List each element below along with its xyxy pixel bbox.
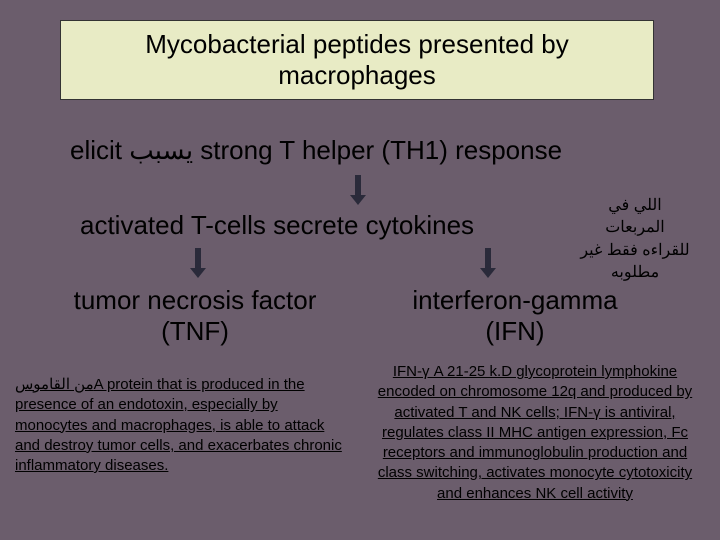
elicit-pre: elicit bbox=[70, 135, 129, 165]
arabic-side-note: اللي في المربعات للقراءه فقط غير مطلوبه bbox=[580, 195, 690, 285]
tnf-name2: (TNF) bbox=[35, 316, 355, 347]
arrow-down-icon bbox=[190, 248, 206, 283]
title-text: Mycobacterial peptides presented by macr… bbox=[145, 29, 568, 90]
ifn-name1: interferon-gamma bbox=[355, 285, 675, 316]
activated-line: activated T-cells secrete cytokines bbox=[80, 210, 550, 241]
ifn-name2: (IFN) bbox=[355, 316, 675, 347]
ifn-description: IFN-γ A 21-25 k.D glycoprotein lymphokin… bbox=[370, 362, 700, 504]
tnf-description: من القاموسA protein that is produced in … bbox=[15, 375, 345, 476]
ifn-heading: interferon-gamma (IFN) bbox=[355, 285, 675, 347]
elicit-post: strong T helper (TH1) response bbox=[193, 135, 562, 165]
activated-text: activated T-cells secrete cytokines bbox=[80, 210, 474, 240]
tnf-heading: tumor necrosis factor (TNF) bbox=[35, 285, 355, 347]
tnf-desc-arabic: من القاموس bbox=[15, 376, 94, 393]
title-box: Mycobacterial peptides presented by macr… bbox=[60, 20, 654, 100]
tnf-name1: tumor necrosis factor bbox=[35, 285, 355, 316]
elicit-arabic: يسبب bbox=[129, 135, 193, 165]
elicit-line: elicit يسبب strong T helper (TH1) respon… bbox=[70, 135, 650, 166]
ifn-desc-text: IFN-γ A 21-25 k.D glycoprotein lymphokin… bbox=[378, 363, 692, 502]
arabic-side-text: اللي في المربعات للقراءه فقط غير مطلوبه bbox=[580, 197, 689, 281]
arrow-down-icon bbox=[480, 248, 496, 283]
arrow-down-icon bbox=[350, 175, 366, 210]
